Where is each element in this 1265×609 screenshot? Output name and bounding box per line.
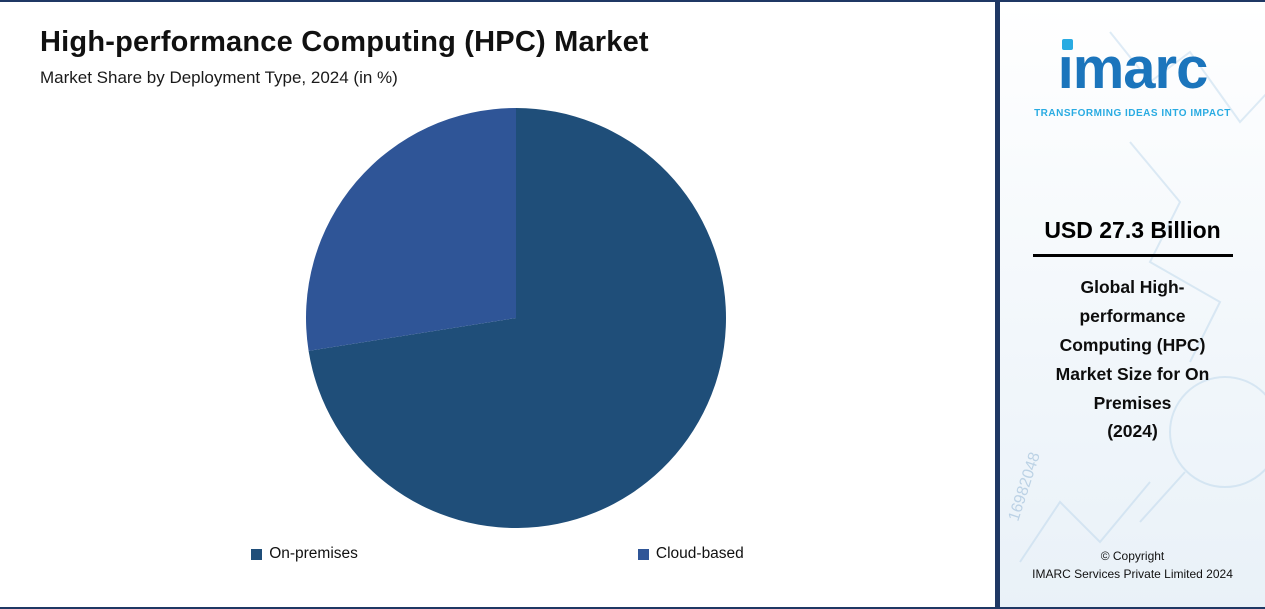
brand-panel-content: ımarc TRANSFORMING IDEAS INTO IMPACT USD… [1000, 2, 1265, 607]
pie-slice-on-premises [308, 108, 726, 528]
brand-panel: 16982048 ımarc TRANSFORMING IDEAS INTO I… [995, 2, 1265, 607]
legend-item-cloud-based: Cloud-based [637, 545, 744, 563]
market-size-headline: USD 27.3 Billion [1032, 217, 1233, 257]
description-line: (2024) [1107, 421, 1158, 442]
pie-slice-cloud-based [306, 108, 516, 351]
description-line: Market Size for On [1055, 363, 1210, 384]
description-line: Global High- [1080, 277, 1185, 297]
description-line: Computing (HPC) [1059, 334, 1206, 355]
pie-chart-svg [306, 108, 726, 528]
copyright: © Copyright IMARC Services Private Limit… [1032, 548, 1233, 583]
legend-item-on-premises: On-premises [251, 545, 358, 563]
market-size-description: Global High-performance Computing (HPC) Ma… [1025, 273, 1240, 446]
legend-marker-icon [637, 548, 649, 560]
description-line: Premises [1093, 392, 1172, 413]
copyright-line-1: © Copyright [1100, 549, 1165, 564]
logo-dot-icon [1061, 39, 1073, 50]
chart-title: High-performance Computing (HPC) Market [40, 26, 649, 58]
description-line: performance [1079, 305, 1186, 326]
legend-label: On-premises [269, 545, 358, 562]
legend: On-premises Cloud-based [0, 545, 995, 563]
chart-subtitle: Market Share by Deployment Type, 2024 (i… [40, 68, 398, 87]
main-chart-area: High-performance Computing (HPC) Market … [0, 2, 995, 607]
brand-tagline: TRANSFORMING IDEAS INTO IMPACT [1034, 108, 1231, 119]
imarc-logo-text: ımarc [1057, 36, 1209, 101]
imarc-logo: ımarc [1058, 39, 1208, 98]
copyright-line-2: IMARC Services Private Limited 2024 [1032, 566, 1233, 581]
pie-chart [306, 108, 726, 528]
legend-marker-icon [251, 548, 263, 560]
legend-label: Cloud-based [655, 545, 744, 562]
